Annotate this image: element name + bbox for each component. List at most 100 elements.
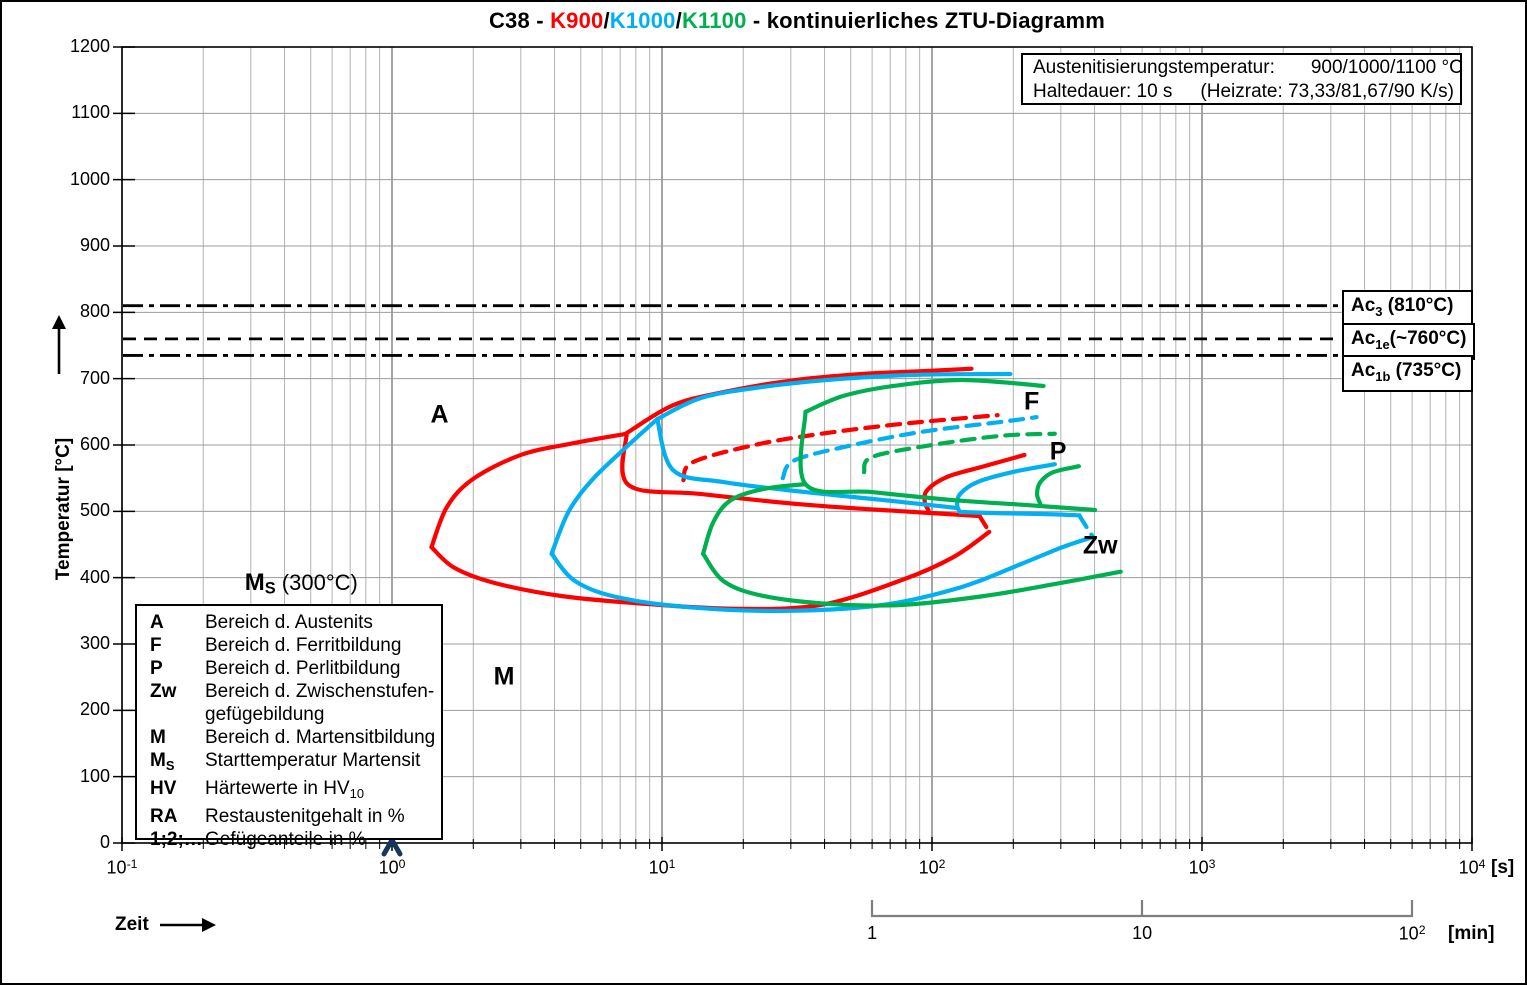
ac-label-ac3: Ac3 (810°C) — [1342, 290, 1473, 327]
curve-k1000-ferrite-start-arc — [655, 371, 1013, 422]
curve-k900-pearlite-dashed — [681, 413, 1000, 483]
x-tick-label: 103 — [1188, 857, 1216, 878]
curve-k1100-zw-bottom-boundary — [701, 551, 1123, 608]
curve-k900-zw-close-notch — [977, 513, 992, 534]
legend-key: RA — [150, 806, 178, 828]
ac-label-ac1b: Ac1b (735°C) — [1342, 355, 1473, 392]
minutes-tick-label: 1 — [867, 923, 878, 943]
legend-key: A — [150, 612, 164, 633]
austenitization-temp-label: Austenitisierungstemperatur: — [1033, 57, 1275, 78]
x-tick-label: 102 — [918, 857, 946, 878]
ms-temperature-label: MS (300°C) — [245, 569, 358, 598]
curve-k1000-zw-left-boundary — [549, 417, 660, 556]
y-tick-label: 300 — [79, 633, 110, 653]
y-tick-label: 0 — [99, 832, 110, 852]
x-axis-title: Zeit — [115, 914, 149, 935]
legend-key: P — [150, 658, 163, 679]
title-part: K1100 — [681, 8, 747, 33]
minutes-axis-bracket — [870, 900, 1414, 918]
region-label-austenite: A — [430, 400, 449, 429]
curve-k1000-zw-close-notch — [1077, 513, 1095, 538]
y-axis-title: Temperatur [°C] — [53, 437, 74, 581]
legend-row: P Bereich d. Perlitbildung — [150, 657, 441, 680]
legend-key: HV — [150, 778, 177, 800]
curve-k900-zw-left-boundary — [429, 431, 629, 550]
y-tick-label: 200 — [79, 699, 110, 720]
curve-k1100-ferrite-start-arc — [803, 377, 1046, 414]
legend-text: Härtewerte in HV10 — [205, 778, 365, 802]
y-tick-label: 100 — [79, 765, 110, 786]
austenitization-info-box: Austenitisierungstemperatur: 900/1000/11… — [1021, 53, 1463, 105]
legend-row: 1;2;… Gefügeanteile in % — [150, 828, 441, 851]
legend-row: A Bereich d. Austenits — [150, 611, 441, 634]
temperatur-arrow-head — [52, 315, 66, 329]
legend-key: Zw — [150, 681, 177, 702]
title-part: / — [603, 8, 610, 33]
legend-box: A Bereich d. Austenits F Bereich d. Ferritb… — [135, 604, 443, 850]
region-label-bainite: Zw — [1082, 531, 1118, 560]
holding-time-label: Haltedauer: 10 s — [1033, 81, 1173, 102]
region-label-ferrite: F — [1024, 387, 1040, 416]
legend-key: F — [150, 635, 162, 656]
legend-text: Gefügeanteile in % — [205, 829, 366, 851]
curve-k900-ferrite-zw-boundary — [620, 430, 982, 519]
y-tick-label: 400 — [79, 566, 110, 587]
minutes-tick-label: 10 — [1132, 923, 1153, 943]
ms-value: (300°C) — [275, 569, 358, 595]
legend-text: Bereich d. Perlitbildung — [205, 658, 401, 679]
curve-k1000-zw-bottom-boundary — [549, 535, 1095, 614]
x-tick-label: 101 — [648, 857, 676, 878]
legend-text: Starttemperatur Martensit — [205, 750, 421, 771]
legend-row: MS Starttemperatur Martensit — [150, 749, 441, 777]
x-axis-unit-seconds: [s] — [1491, 857, 1515, 878]
legend-row: HV Härtewerte in HV10 — [150, 777, 441, 805]
curve-k900-ferrite-start-arc — [624, 366, 974, 436]
legend-key: M — [150, 727, 166, 748]
title-part: - kontinuierliches ZTU-Diagramm — [746, 8, 1106, 33]
curve-k1100-ferrite-zw-boundary — [798, 409, 1098, 513]
curve-k1100-pearlite-nose — [1034, 464, 1081, 507]
title-part: K1000 — [609, 8, 676, 33]
region-label-pearlite: P — [1049, 437, 1067, 466]
y-tick-label: 700 — [79, 367, 110, 388]
legend-key: MS — [150, 750, 175, 774]
x-axis-unit-minutes: [min] — [1448, 923, 1495, 944]
zeit-arrow-head — [202, 918, 216, 932]
legend-text: Bereich d. Zwischenstufen-gefügebildung — [205, 681, 435, 725]
curve-k1000-pearlite-bottom — [957, 509, 1082, 518]
legend-row: RA Restaustenitgehalt in % — [150, 805, 441, 828]
x-tick-label: 10-1 — [106, 857, 138, 878]
legend-text: Restaustenitgehalt in % — [205, 806, 405, 828]
region-label-martensite: M — [493, 662, 515, 691]
legend-row: Zw Bereich d. Zwischenstufen-gefügebildun… — [150, 680, 441, 726]
curve-k1100-pearlite-dashed — [861, 431, 1057, 475]
y-tick-label: 600 — [79, 434, 110, 454]
y-tick-label: 500 — [79, 500, 110, 521]
holding-time-marker — [381, 837, 403, 857]
curve-k1100-zw-left-boundary — [701, 482, 808, 556]
y-tick-label: 800 — [79, 301, 110, 322]
heating-rate-label: (Heizrate: 73,33/81,67/90 K/s) — [1200, 81, 1454, 102]
y-tick-label: 900 — [79, 235, 110, 255]
legend-text: Bereich d. Ferritbildung — [205, 635, 402, 656]
minutes-tick-label: 102 — [1398, 923, 1426, 944]
curve-k1000-pearlite-nose — [955, 462, 1057, 515]
curve-k1000-pearlite-dashed — [780, 415, 1039, 481]
legend-row: M Bereich d. Martensitbildung — [150, 726, 441, 749]
title-part: C38 - — [488, 8, 551, 33]
austenitization-temp-value: 900/1000/1100 °C — [1310, 57, 1463, 78]
y-tick-label: 1100 — [71, 102, 110, 123]
legend-row: F Bereich d. Ferritbildung — [150, 634, 441, 657]
y-tick-label: 1200 — [69, 36, 110, 56]
legend-text: Bereich d. Austenits — [205, 612, 373, 633]
title-part: K900 — [550, 8, 604, 33]
y-tick-label: 1000 — [69, 168, 110, 189]
x-tick-label: 104 — [1458, 857, 1486, 878]
legend-key: 1;2;… — [150, 829, 203, 851]
page-title: C38 - K900/K1000/K1100 - kontinuierliche… — [122, 8, 1472, 34]
legend-text: Bereich d. Martensitbildung — [205, 727, 436, 748]
ms-symbol: MS — [244, 568, 276, 598]
x-tick-label: 100 — [378, 857, 406, 878]
